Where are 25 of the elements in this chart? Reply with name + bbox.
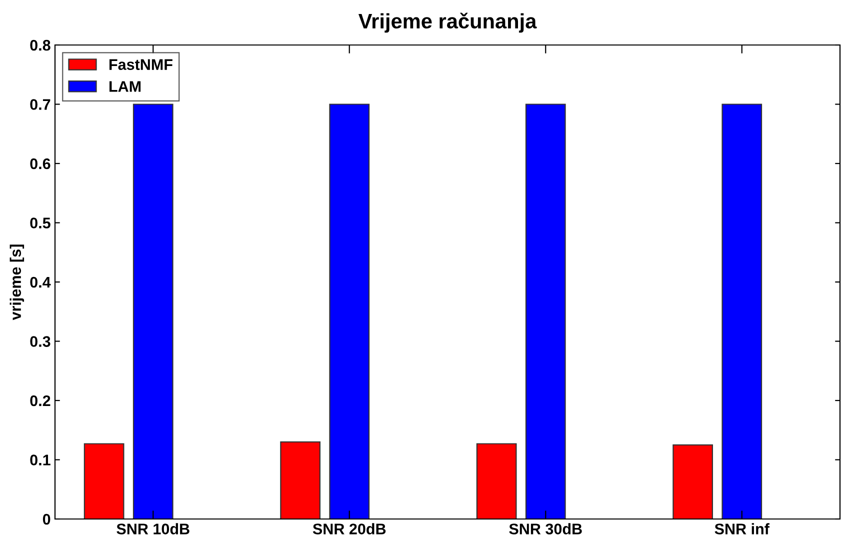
bar <box>672 444 713 519</box>
y-tick-label: 0.3 <box>30 336 50 347</box>
bar <box>329 104 370 519</box>
bar <box>84 443 124 519</box>
bar <box>476 443 517 519</box>
y-tick-label: 0.4 <box>30 276 51 288</box>
legend-label: LAM <box>109 81 141 92</box>
y-tick-label: 0.5 <box>30 218 50 228</box>
x-tick-label: SNR 20dB <box>312 523 386 534</box>
y-tick-label: 0.7 <box>30 99 50 110</box>
x-tick-label: SNR 30dB <box>509 523 582 534</box>
bar <box>722 104 762 519</box>
x-tick-label: SNR inf <box>714 523 770 534</box>
y-tick-label: 0.8 <box>30 40 50 51</box>
y-tick-label: 0.2 <box>30 395 50 406</box>
y-tick-label: 0.1 <box>30 454 50 466</box>
chart-title: Vrijeme računanja <box>358 12 537 33</box>
x-tick-label: SNR 10dB <box>116 523 190 534</box>
y-tick-label: 0 <box>42 514 50 525</box>
bar <box>280 441 320 519</box>
y-axis-title: vrijeme [s] <box>10 244 24 320</box>
bar <box>132 104 174 519</box>
bar <box>525 104 566 519</box>
legend-label: FastNMF <box>109 59 172 70</box>
y-tick-label: 0.6 <box>30 158 50 170</box>
